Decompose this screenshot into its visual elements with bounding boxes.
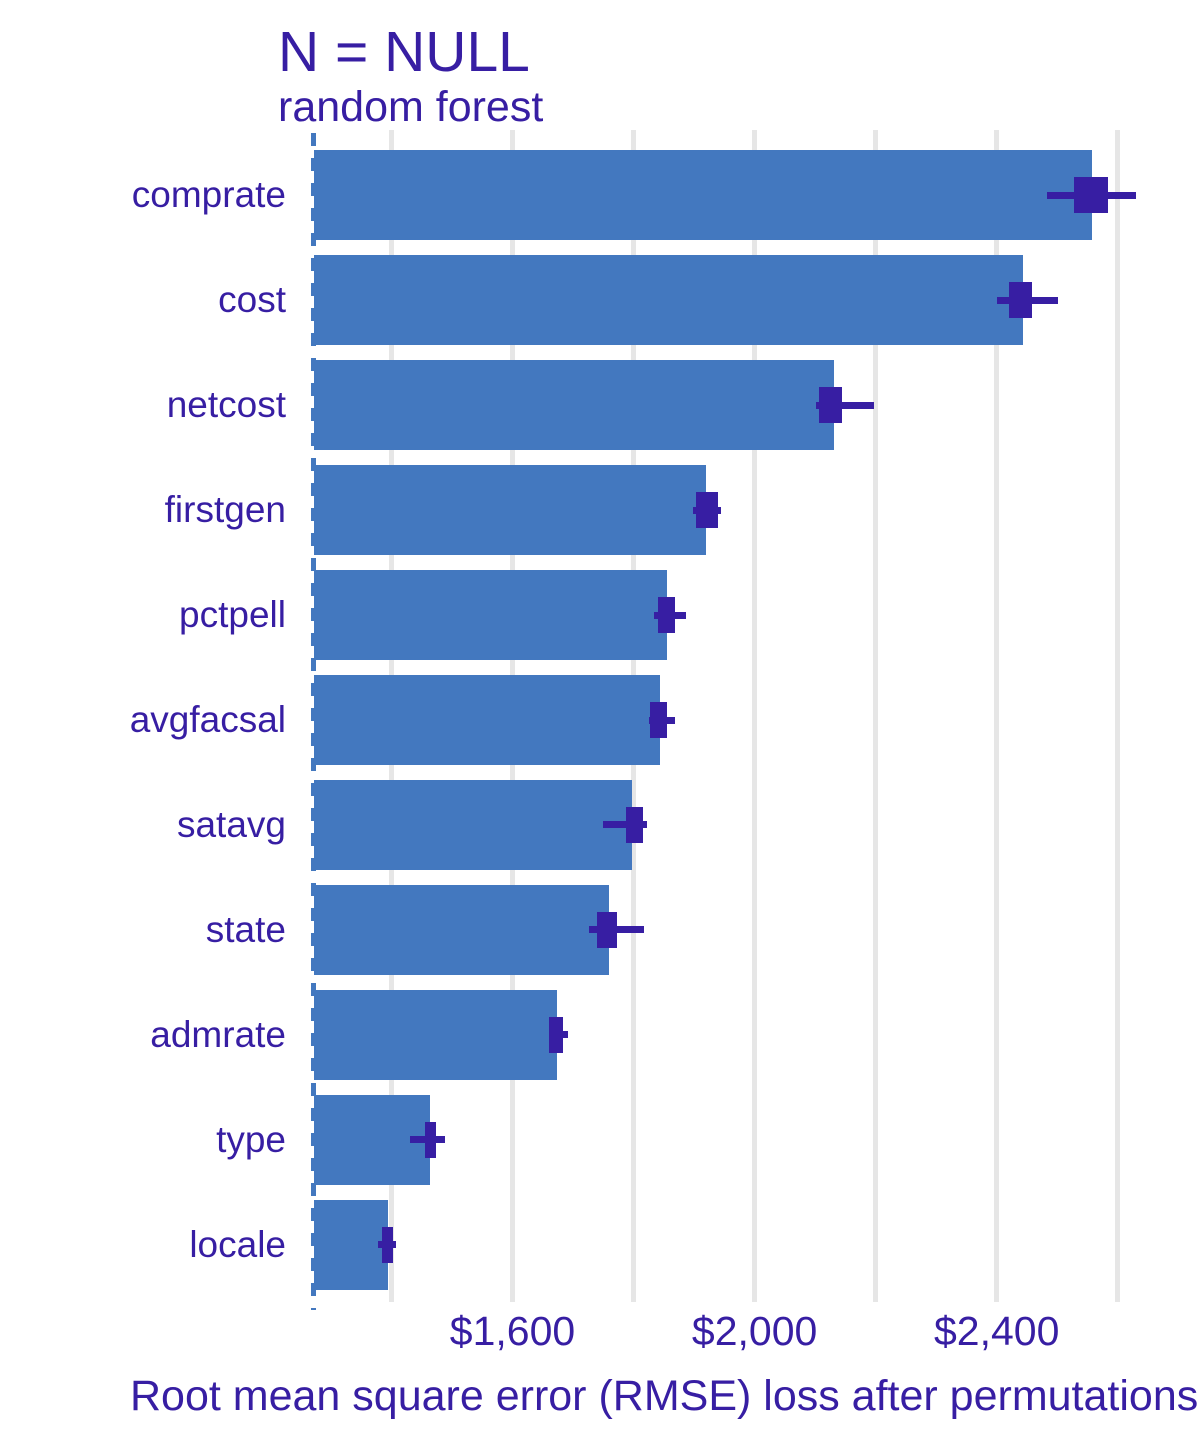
y-axis-label: cost — [218, 279, 286, 321]
error-bar-box — [382, 1226, 394, 1263]
bar — [313, 1199, 389, 1290]
gridline — [752, 130, 758, 1302]
bar — [313, 779, 633, 870]
gridline — [994, 130, 1000, 1302]
error-bar-whisker — [815, 401, 875, 409]
y-axis-label: netcost — [166, 384, 286, 426]
bar — [313, 150, 1092, 241]
x-tick-label: $2,400 — [933, 1308, 1060, 1354]
error-bar-box — [696, 492, 719, 529]
error-bar-whisker — [603, 821, 648, 829]
y-axis-label: satavg — [176, 803, 286, 845]
x-axis-title: Root mean square error (RMSE) loss after… — [130, 1372, 1199, 1420]
error-bar-box — [1073, 177, 1109, 214]
error-bar-box — [658, 597, 676, 634]
error-bar-box — [650, 702, 667, 738]
bar — [313, 884, 609, 975]
y-axis-label: state — [205, 908, 286, 950]
y-axis-label: admrate — [150, 1013, 286, 1055]
y-axis-label: firstgen — [164, 489, 286, 531]
bar — [313, 255, 1023, 346]
error-bar-box — [596, 911, 617, 948]
error-bar-box — [819, 387, 842, 424]
error-bar-box — [425, 1121, 437, 1158]
gridline — [1115, 130, 1121, 1302]
bar — [313, 465, 706, 556]
x-tick-label: $1,600 — [449, 1308, 576, 1354]
y-axis-label: type — [216, 1118, 286, 1160]
y-axis-label: pctpell — [179, 594, 286, 636]
chart-subtitle: random forest — [278, 83, 544, 131]
chart-title: N = NULL — [278, 20, 530, 84]
bar — [313, 360, 834, 451]
error-bar-box — [1009, 282, 1032, 319]
x-tick-label: $2,000 — [691, 1308, 818, 1354]
gridline — [873, 130, 879, 1302]
error-bar-box — [626, 806, 643, 843]
bar — [313, 675, 660, 765]
y-axis-label: comprate — [131, 174, 286, 216]
bar — [313, 570, 667, 661]
y-axis-label: locale — [189, 1223, 286, 1265]
bar — [313, 989, 557, 1080]
error-bar-box — [549, 1016, 563, 1053]
y-axis-label: avgfacsal — [129, 699, 286, 740]
